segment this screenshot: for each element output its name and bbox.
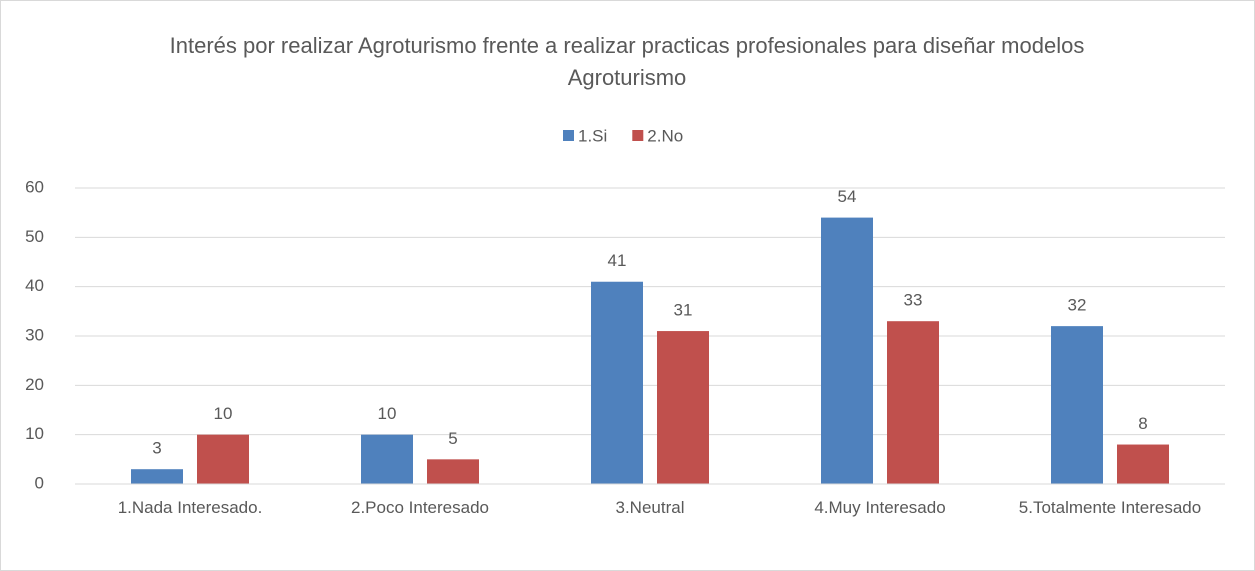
- chart-title: Interés por realizar Agroturismo frente …: [169, 33, 1085, 90]
- y-tick-label: 50: [25, 227, 44, 246]
- bar: [821, 217, 873, 484]
- data-label: 41: [608, 251, 627, 270]
- y-tick-label: 10: [25, 424, 44, 443]
- bar: [361, 434, 413, 484]
- data-label: 10: [214, 404, 233, 423]
- bar: [1117, 444, 1169, 484]
- data-label: 10: [378, 404, 397, 423]
- data-label: 32: [1068, 296, 1087, 315]
- legend-label: 2.No: [647, 126, 683, 145]
- x-tick-label: 1.Nada Interesado.: [117, 498, 263, 517]
- bar: [427, 459, 479, 484]
- data-label: 54: [838, 187, 857, 206]
- x-tick-label: 3.Neutral: [615, 498, 685, 517]
- x-tick-label: 4.Muy Interesado: [814, 498, 946, 517]
- y-tick-label: 0: [35, 473, 44, 492]
- data-label: 3: [152, 439, 161, 458]
- legend-swatch: [632, 130, 644, 141]
- bar: [1051, 326, 1103, 484]
- legend-swatch: [563, 130, 574, 141]
- x-tick-label: 5.Totalmente Interesado: [1018, 498, 1202, 517]
- data-label: 31: [674, 301, 693, 320]
- legend-label: 1.Si: [578, 126, 607, 145]
- y-tick-label: 40: [25, 276, 44, 295]
- y-tick-label: 30: [25, 325, 44, 344]
- y-tick-label: 20: [25, 375, 44, 394]
- bar: [197, 434, 249, 484]
- bar: [131, 469, 183, 484]
- x-tick-label: 2.Poco Interesado: [351, 498, 489, 517]
- data-label: 8: [1138, 414, 1147, 433]
- bar: [887, 321, 939, 484]
- bar: [657, 331, 709, 484]
- y-tick-label: 60: [25, 177, 44, 196]
- data-label: 33: [904, 291, 923, 310]
- bar: [591, 281, 643, 484]
- data-label: 5: [448, 429, 457, 448]
